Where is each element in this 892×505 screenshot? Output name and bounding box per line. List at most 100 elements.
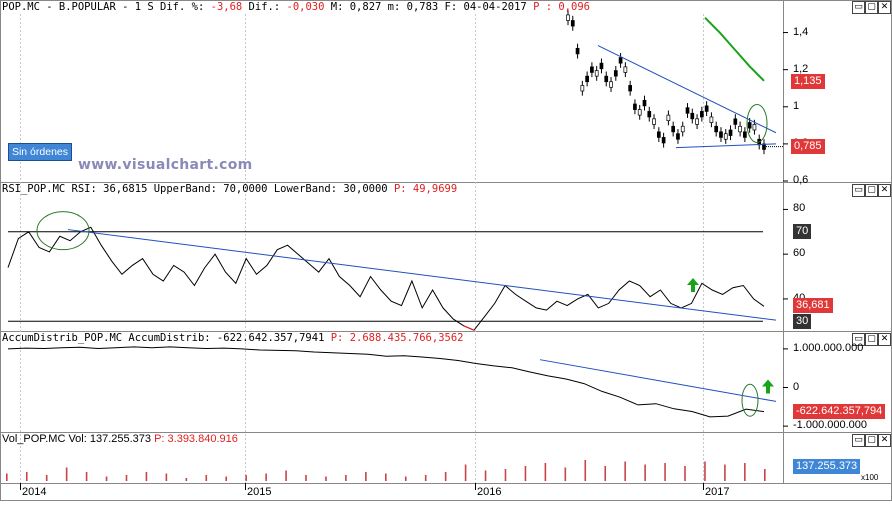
accum-highlight-circle (741, 383, 759, 417)
price-candle-body (618, 57, 623, 64)
price-candle-body (604, 75, 609, 83)
volume-bar (684, 466, 686, 481)
volume-bar (584, 460, 587, 481)
accum-y-label: 0 (793, 380, 800, 393)
accum-trendline (539, 359, 777, 402)
maximize-button[interactable]: ▢ (865, 184, 878, 197)
price-candle-body (642, 99, 647, 107)
price-resistance-trendline (597, 45, 777, 134)
price-candle-body (637, 109, 642, 116)
volume-bar (225, 476, 228, 481)
maximize-button[interactable]: ▢ (865, 434, 878, 447)
volume-tag-last: 137.255.373 (793, 459, 861, 474)
price-candle-body (566, 14, 570, 21)
price-candle-body (743, 131, 747, 138)
x-tick-label: 2016 (477, 486, 502, 498)
price-candle-body (575, 47, 580, 55)
price-candle-body (661, 137, 666, 144)
accum-y-label: -1.000.000.000 (793, 419, 868, 432)
price-candle-body (609, 81, 613, 88)
volume-bar (205, 475, 208, 481)
price-candle-body (628, 85, 632, 92)
rsi-highlight-circle (36, 211, 90, 251)
volume-bar (245, 475, 247, 481)
rsi-tag-last: 36,681 (793, 298, 833, 314)
maximize-button[interactable]: ▢ (865, 1, 878, 14)
price-candle-body (728, 129, 733, 136)
volume-panel-header: Vol_POP.MC Vol: 137.255.373 P: 3.393.840… (2, 433, 238, 446)
minimize-button[interactable]: ▭ (852, 434, 865, 447)
volume-bar (444, 472, 447, 481)
volume-bar (524, 466, 527, 481)
price-candle-body (709, 116, 714, 123)
price-highlight-circle (746, 103, 768, 143)
rsi-tag-lower: 30 (793, 314, 812, 330)
volume-bar (424, 475, 427, 481)
volume-bar (464, 464, 467, 481)
price-candle-body (685, 107, 690, 114)
volume-bar (165, 473, 168, 481)
volume-bar (764, 469, 766, 481)
price-candle-body (656, 131, 661, 138)
volume-multiplier: x100 (861, 473, 879, 482)
price-candle-body (695, 118, 699, 125)
minimize-button[interactable]: ▭ (852, 333, 865, 346)
price-candle-body (700, 111, 704, 118)
moving-average-line (704, 17, 765, 82)
maximize-button[interactable]: ▢ (865, 333, 878, 346)
volume-bar (404, 476, 407, 481)
price-candle-body (680, 125, 685, 133)
rsi-y-label: 80 (793, 202, 806, 215)
accum-up-arrow (762, 379, 774, 394)
price-y-label: 1,4 (793, 25, 809, 38)
price-y-label: 1,2 (793, 62, 809, 75)
price-header-part-0: POP.MC - B.POPULAR - 1 S Dif. %: (2, 1, 211, 13)
volume-bar (6, 473, 8, 481)
price-panel-header: POP.MC - B.POPULAR - 1 S Dif. %: -3,68 D… (2, 1, 590, 14)
price-candle-body (613, 70, 618, 77)
volume-bar (105, 476, 108, 481)
rsi-panel-header: RSI_POP.MC RSI: 36,6815 UpperBand: 70,00… (2, 183, 457, 196)
volume-bar (345, 475, 347, 481)
rsi-y-label: 60 (793, 247, 806, 260)
price-support-trendline (675, 143, 777, 149)
close-button[interactable]: ✕ (878, 1, 891, 14)
minimize-button[interactable]: ▭ (852, 1, 865, 14)
close-button[interactable]: ✕ (878, 434, 891, 447)
volume-bar (125, 475, 128, 481)
price-candle-body (633, 103, 637, 110)
volume-header-part-1: P: 3.393.840.916 (154, 433, 238, 445)
close-button[interactable]: ✕ (878, 333, 891, 346)
volume-bar (744, 463, 746, 481)
price-candle-body (652, 118, 656, 125)
watermark: www.visualchart.com (78, 157, 253, 173)
price-candle-body (719, 131, 723, 138)
price-candle-body (599, 62, 604, 70)
rsi-tag-upper: 70 (793, 223, 812, 239)
volume-bar (25, 472, 28, 481)
volume-bar (644, 464, 646, 481)
price-candle-body (594, 70, 599, 77)
price-candle-body (671, 125, 676, 133)
price-candle-body (590, 66, 594, 73)
price-candle-body (738, 125, 742, 133)
orders-button[interactable]: Sin órdenes (8, 143, 72, 161)
volume-bar (704, 461, 706, 481)
price-tag-last: 0,785 (791, 138, 825, 154)
volume-bar (385, 473, 387, 481)
accum-header-part-1: P: 2.688.435.766,3562 (330, 332, 464, 344)
x-tick-label: 2015 (247, 486, 272, 498)
close-button[interactable]: ✕ (878, 184, 891, 197)
volume-bar (564, 467, 567, 481)
minimize-button[interactable]: ▭ (852, 184, 865, 197)
volume-bar (724, 464, 726, 481)
volume-bar (305, 475, 307, 481)
price-candle-body (723, 133, 728, 140)
price-header-part-4: M: 0,827 m: 0,783 F: 04-04-2017 (324, 1, 534, 13)
price-candle-body (747, 122, 752, 129)
rsi-trendline (67, 229, 777, 321)
volume-bar (65, 467, 68, 481)
rsi-header-part-1: P: 49,9699 (393, 183, 458, 195)
rsi-header-part-0: RSI_POP.MC RSI: 36,6815 UpperBand: 70,00… (2, 183, 394, 195)
